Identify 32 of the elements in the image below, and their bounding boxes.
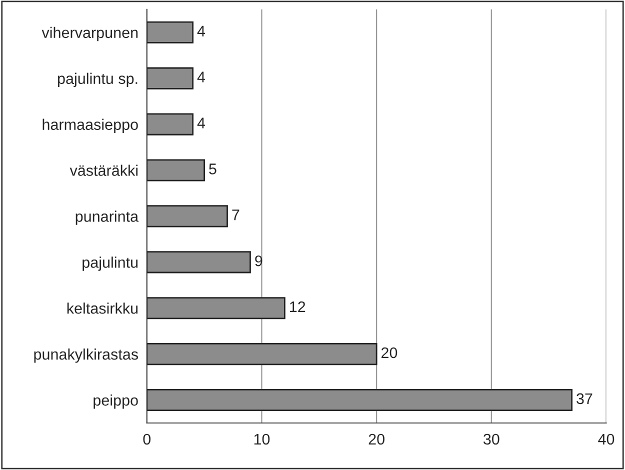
data-label: 12: [290, 301, 306, 312]
x-tick-label: 0: [143, 434, 151, 445]
bar: [146, 251, 251, 274]
bar: [146, 159, 205, 182]
bar: [146, 343, 378, 366]
bar: [146, 297, 286, 320]
y-tick-label: keltasirkku: [67, 302, 138, 314]
y-tick-label: pajulintu sp.: [58, 72, 138, 88]
data-label: 5: [209, 164, 216, 174]
x-tick-label: 40: [598, 434, 614, 445]
data-label: 9: [255, 255, 262, 266]
bar: [146, 113, 194, 136]
y-tick-label: punarinta: [76, 210, 139, 225]
y-tick-label: pajulintu: [82, 256, 138, 271]
data-label: 4: [197, 118, 206, 128]
y-tick-label: vihervarpunen: [42, 26, 138, 42]
x-tick-label: 20: [368, 434, 384, 445]
x-tick-label: 10: [254, 434, 270, 445]
bar: [146, 205, 228, 228]
y-tick-label: västäräkki: [70, 164, 138, 176]
data-label: 20: [382, 347, 398, 358]
x-tick-label: 30: [483, 434, 500, 445]
bar: [146, 67, 194, 90]
data-label: 4: [197, 72, 206, 82]
bar: [146, 21, 194, 44]
bar: [146, 388, 572, 412]
y-tick-label: peippo: [94, 394, 138, 409]
data-label: 4: [197, 26, 206, 36]
y-tick-label: punakylkirastas: [34, 348, 138, 363]
y-tick-label: harmaasieppo: [42, 118, 138, 133]
data-label: 37: [576, 393, 592, 404]
data-label: 7: [232, 210, 240, 220]
